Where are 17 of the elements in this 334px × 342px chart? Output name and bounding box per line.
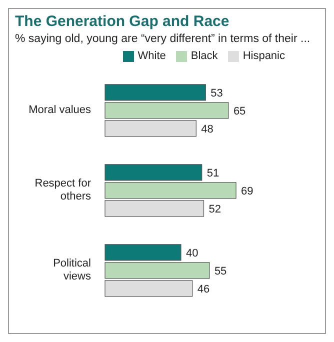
y-tick-label: Respect for others <box>34 177 92 202</box>
data-label: 53 <box>210 87 223 100</box>
legend-label: White <box>138 50 166 62</box>
data-label: 52 <box>208 203 221 216</box>
data-label: 65 <box>233 105 246 118</box>
chart-subtitle: % saying old, young are “very different” in terms of their ... <box>14 32 312 46</box>
data-label: 46 <box>197 283 210 296</box>
legend-label: Black <box>190 50 218 62</box>
data-label: 48 <box>201 123 214 136</box>
y-tick-label: Moral values <box>28 104 92 116</box>
legend-label: Hispanic <box>242 50 285 62</box>
chart-title: The Generation Gap and Race <box>14 12 230 30</box>
y-tick-label: Political views <box>53 257 92 282</box>
data-label: 55 <box>214 265 227 278</box>
data-label: 40 <box>186 247 198 260</box>
data-label: 51 <box>206 167 220 180</box>
data-label: 69 <box>241 185 254 198</box>
